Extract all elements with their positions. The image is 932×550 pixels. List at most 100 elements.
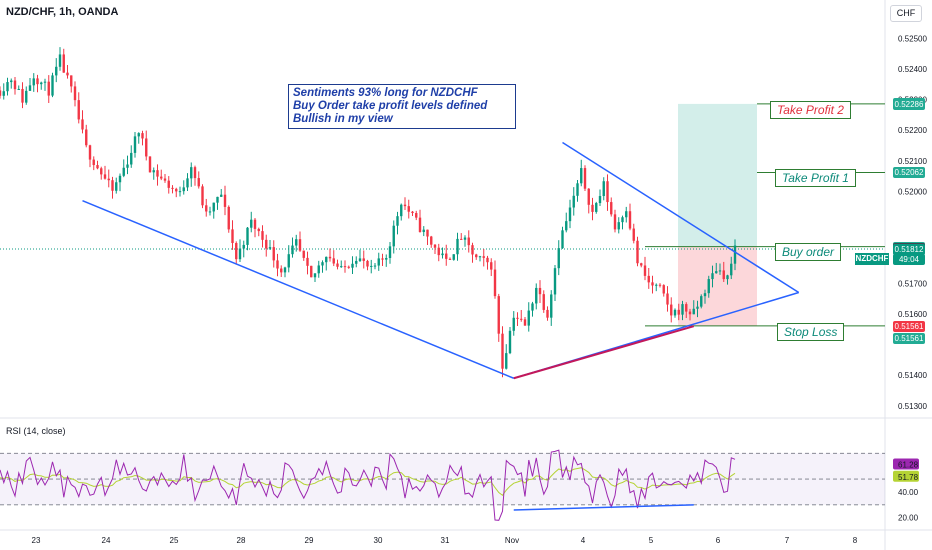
candle-body bbox=[66, 72, 69, 76]
candle-body bbox=[407, 206, 410, 212]
candle-body bbox=[133, 136, 137, 153]
candle-body bbox=[152, 170, 155, 173]
candle-body bbox=[520, 318, 523, 320]
candle-body bbox=[583, 168, 587, 189]
candle-body bbox=[358, 258, 362, 261]
price-tag: 0.51561 bbox=[893, 332, 925, 344]
candle-body bbox=[373, 265, 377, 267]
candle-body bbox=[670, 304, 673, 316]
candle-body bbox=[482, 256, 485, 258]
profit-zone bbox=[678, 103, 757, 247]
candle-body bbox=[422, 229, 425, 233]
x-tick-label: 31 bbox=[441, 536, 450, 545]
candle-body bbox=[486, 257, 489, 263]
candle-body bbox=[107, 178, 110, 181]
trendline-support bbox=[513, 325, 695, 380]
candle-body bbox=[628, 211, 632, 229]
note-line-3: Bullish in my view bbox=[293, 113, 393, 125]
candle-body bbox=[726, 275, 729, 280]
candle-body bbox=[40, 82, 43, 85]
candle-body bbox=[96, 165, 99, 169]
candle-body bbox=[336, 263, 339, 267]
candle-body bbox=[463, 237, 467, 240]
candle-body bbox=[396, 216, 399, 226]
candle-body bbox=[632, 228, 635, 241]
candle-body bbox=[677, 309, 680, 315]
candle-body bbox=[527, 310, 530, 326]
rsi-ma-line bbox=[0, 467, 736, 497]
candle-body bbox=[471, 245, 474, 255]
candle-body bbox=[542, 294, 545, 310]
candle-body bbox=[478, 256, 482, 258]
candle-body bbox=[493, 269, 497, 297]
candle-body bbox=[287, 254, 290, 268]
candle-body bbox=[636, 240, 639, 264]
candle-body bbox=[163, 178, 167, 181]
y-tick-label: 0.51400 bbox=[898, 371, 927, 380]
candle-body bbox=[32, 78, 35, 86]
candle-body bbox=[467, 237, 470, 246]
candle-body bbox=[208, 211, 212, 213]
candle-body bbox=[13, 80, 17, 90]
candle-body bbox=[557, 248, 560, 269]
candle-body bbox=[643, 265, 647, 276]
candle-body bbox=[92, 159, 95, 166]
candle-body bbox=[430, 236, 433, 245]
candles-group bbox=[0, 47, 737, 378]
take-profit-2-label[interactable]: Take Profit 2 bbox=[770, 101, 851, 119]
candle-body bbox=[295, 239, 298, 246]
candle-body bbox=[280, 268, 283, 273]
candle-body bbox=[205, 205, 208, 212]
candle-body bbox=[595, 203, 598, 212]
rsi-tick-label: 61.28 bbox=[898, 461, 919, 470]
candle-body bbox=[538, 287, 542, 295]
candle-body bbox=[246, 227, 249, 245]
candle-body bbox=[100, 168, 103, 175]
candle-body bbox=[602, 181, 605, 197]
candle-body bbox=[707, 279, 710, 294]
buy-order-label[interactable]: Buy order bbox=[775, 243, 842, 261]
candle-body bbox=[73, 86, 77, 101]
candle-body bbox=[385, 258, 388, 260]
candle-body bbox=[587, 188, 590, 205]
candle-body bbox=[328, 256, 332, 259]
candle-body bbox=[298, 239, 302, 251]
candle-body bbox=[197, 178, 200, 187]
candle-body bbox=[47, 81, 50, 96]
y-tick-label: 0.52100 bbox=[898, 157, 927, 166]
x-tick-label: 8 bbox=[853, 536, 858, 545]
candle-body bbox=[392, 225, 395, 247]
candle-body bbox=[141, 133, 144, 139]
x-tick-label: Nov bbox=[505, 536, 519, 545]
y-tick-label: 0.51700 bbox=[898, 279, 927, 288]
candle-body bbox=[43, 81, 47, 83]
candle-body bbox=[351, 263, 354, 268]
candle-body bbox=[28, 85, 32, 91]
candle-body bbox=[242, 244, 245, 249]
trendline-upper-falling bbox=[562, 141, 800, 294]
candle-body bbox=[175, 188, 178, 192]
candle-body bbox=[58, 54, 62, 67]
x-tick-label: 5 bbox=[649, 536, 654, 545]
candle-body bbox=[576, 183, 579, 196]
candle-body bbox=[55, 66, 58, 76]
candle-body bbox=[10, 80, 13, 83]
candle-body bbox=[227, 206, 230, 230]
candle-body bbox=[415, 213, 418, 218]
candle-body bbox=[313, 273, 317, 278]
candle-body bbox=[302, 250, 305, 258]
currency-button[interactable]: CHF bbox=[890, 5, 922, 22]
stop-loss-label[interactable]: Stop Loss bbox=[777, 323, 845, 341]
candle-body bbox=[475, 254, 478, 258]
candle-body bbox=[621, 217, 624, 223]
rsi-title[interactable]: RSI (14, close) bbox=[6, 426, 66, 436]
candle-body bbox=[21, 88, 24, 103]
candle-body bbox=[343, 266, 347, 268]
take-profit-1-label[interactable]: Take Profit 1 bbox=[775, 169, 856, 187]
candle-body bbox=[340, 266, 343, 268]
candle-body bbox=[565, 221, 568, 231]
candle-body bbox=[276, 260, 279, 269]
candle-body bbox=[666, 293, 669, 305]
symbol-title[interactable]: NZD/CHF, 1h, OANDA bbox=[6, 6, 119, 18]
